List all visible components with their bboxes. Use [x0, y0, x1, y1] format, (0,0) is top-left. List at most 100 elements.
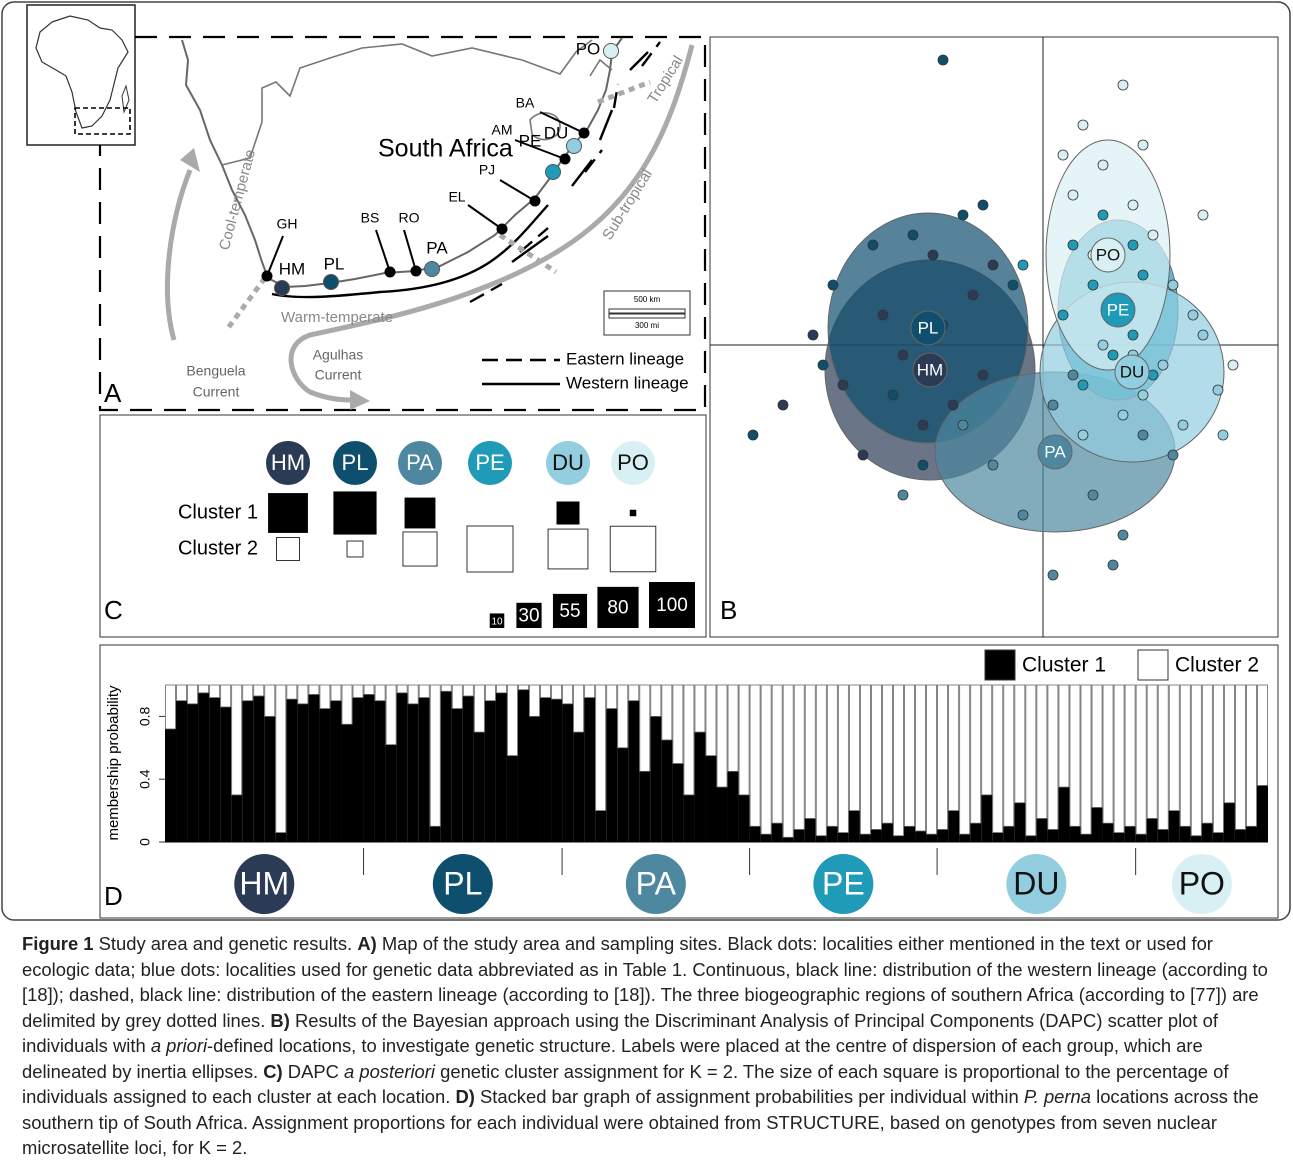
point — [957, 419, 969, 431]
point — [1227, 359, 1239, 371]
bar-cluster-2 — [992, 684, 1004, 833]
bar-cluster-2 — [1235, 684, 1246, 830]
bar-cluster-2 — [1190, 684, 1202, 837]
bar-cluster-2 — [1036, 684, 1048, 819]
panel-letter: A — [104, 378, 122, 408]
bar-cluster-2 — [1047, 684, 1059, 830]
legend-label: Cluster 2 — [1175, 654, 1259, 677]
bar-cluster-1 — [738, 794, 750, 842]
leader — [375, 229, 391, 273]
point — [1017, 259, 1029, 271]
point — [817, 359, 829, 371]
bar-cluster-1 — [639, 771, 651, 842]
legend-label: Cluster 1 — [1022, 654, 1106, 677]
bar-cluster-1 — [892, 835, 905, 842]
leader — [467, 204, 503, 230]
point — [1157, 359, 1169, 371]
site-badge — [546, 441, 590, 485]
point — [857, 449, 869, 461]
bar-cluster-2 — [187, 684, 198, 705]
bar-cluster-1 — [672, 763, 684, 842]
point — [1077, 119, 1089, 131]
proportion-square — [402, 531, 438, 567]
bar-cluster-1 — [915, 831, 927, 842]
bar-cluster-1 — [948, 810, 960, 842]
bar-cluster-2 — [396, 684, 408, 694]
bar-cluster-2 — [815, 684, 827, 837]
site-badge — [468, 441, 512, 485]
bar-cluster-1 — [683, 794, 695, 842]
point — [1117, 79, 1129, 91]
bar-cluster-2 — [650, 684, 662, 717]
bar-cluster-2 — [484, 684, 496, 702]
bar-cluster-2 — [727, 684, 739, 772]
bar-cluster-1 — [1091, 807, 1103, 842]
site-label: PE — [519, 131, 542, 150]
africa-inset — [26, 4, 136, 146]
point — [1197, 209, 1209, 221]
bar-cluster-2 — [473, 684, 485, 733]
leader — [266, 235, 284, 277]
bar-cluster-1 — [540, 697, 552, 842]
bar-cluster-1 — [495, 692, 507, 842]
bar-cluster-2 — [529, 684, 540, 717]
bar-cluster-2 — [462, 684, 474, 697]
point — [1047, 399, 1059, 411]
bar-cluster-1 — [837, 832, 849, 842]
bar-cluster-2 — [1025, 684, 1037, 837]
site-label: PA — [406, 450, 434, 475]
point — [1197, 329, 1209, 341]
site-dot — [578, 127, 590, 139]
caption-run: B) — [270, 1009, 290, 1031]
population-site — [566, 138, 582, 154]
group-badge — [1171, 854, 1232, 914]
scale-bar — [608, 308, 686, 314]
point — [1077, 379, 1089, 391]
population-site — [545, 164, 561, 180]
bar-cluster-1 — [198, 692, 210, 842]
group-badge — [1006, 854, 1067, 914]
point — [1067, 189, 1079, 201]
bar-cluster-1 — [253, 695, 265, 842]
bar-cluster-1 — [1256, 785, 1268, 842]
bar-cluster-2 — [440, 684, 452, 692]
point — [1147, 229, 1159, 241]
bar-cluster-1 — [286, 699, 298, 842]
population-site — [424, 261, 440, 277]
bar-cluster-1 — [881, 823, 893, 842]
bar-cluster-1 — [595, 810, 607, 842]
point — [807, 329, 819, 341]
proportion-square — [346, 540, 364, 558]
bar-cluster-1 — [617, 747, 629, 842]
bar-cluster-2 — [385, 684, 397, 746]
point — [867, 239, 879, 251]
point — [897, 489, 909, 501]
bar-cluster-2 — [981, 684, 993, 796]
bar-cluster-2 — [1014, 684, 1026, 804]
site-label: EL — [448, 189, 465, 205]
point — [987, 259, 999, 271]
point — [1097, 159, 1109, 171]
bar-cluster-1 — [242, 700, 254, 842]
bar-cluster-1 — [176, 700, 188, 842]
bar-cluster-1 — [793, 829, 805, 842]
point — [1017, 509, 1029, 521]
point — [1067, 369, 1079, 381]
bar-cluster-2 — [242, 684, 254, 702]
caption-run: DAPC — [282, 1060, 345, 1082]
point — [1137, 269, 1149, 281]
point — [747, 429, 759, 441]
bar-cluster-1 — [771, 823, 783, 842]
bar-cluster-1 — [804, 818, 816, 842]
caption-run: Figure 1 — [22, 933, 94, 954]
point — [1137, 389, 1149, 401]
bar-cluster-1 — [352, 697, 364, 842]
bar-cluster-1 — [926, 834, 938, 842]
point — [907, 229, 919, 241]
bar-cluster-1 — [1014, 802, 1026, 842]
bar-cluster-1 — [848, 810, 860, 842]
bar-cluster-1 — [573, 732, 585, 842]
y-tick-label: 0.8 — [137, 706, 153, 726]
site-dot — [410, 265, 422, 277]
group-badge — [234, 854, 295, 914]
